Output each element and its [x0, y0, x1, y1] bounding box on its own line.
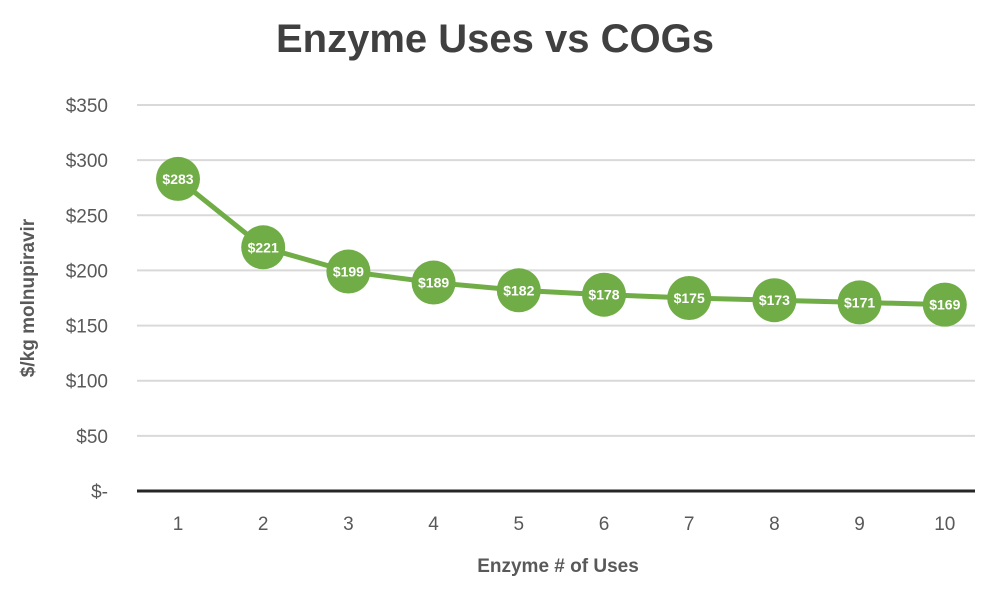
data-label: $175 — [674, 290, 705, 306]
data-point-marker — [326, 249, 371, 294]
data-label: $178 — [588, 287, 619, 303]
x-tick-label: 7 — [684, 514, 695, 535]
data-label: $171 — [844, 294, 875, 310]
y-axis-ticks: $- $50 $100 $150 $200 $250 $300 $350 — [66, 96, 108, 503]
series-layer: $283 $221 $199 $189 $182 $178 $175 $173 $171 $169 — [156, 156, 967, 327]
data-label: $173 — [759, 292, 790, 308]
data-label: $182 — [503, 282, 534, 298]
data-point-marker — [922, 282, 967, 327]
chart-title: Enzyme Uses vs COGs — [276, 17, 714, 61]
x-tick-label: 9 — [854, 514, 865, 535]
y-tick-label: $350 — [66, 96, 108, 117]
x-axis-title: Enzyme # of Uses — [477, 556, 639, 577]
data-label: $199 — [333, 264, 364, 280]
y-tick-label: $200 — [66, 261, 108, 282]
y-tick-label: $150 — [66, 317, 108, 338]
data-label: $189 — [418, 275, 449, 291]
data-label: $169 — [929, 297, 960, 313]
data-point-marker — [837, 280, 882, 325]
y-tick-label: $50 — [76, 427, 108, 448]
y-axis-title: $/kg molnupiravir — [18, 218, 39, 377]
data-point-marker — [496, 268, 541, 313]
x-tick-label: 1 — [173, 514, 184, 535]
data-label: $221 — [248, 239, 279, 255]
data-point-marker — [411, 260, 456, 305]
series-line — [175, 176, 948, 308]
data-point-marker — [752, 278, 797, 323]
gridlines — [137, 104, 975, 437]
data-point-marker — [582, 272, 626, 317]
y-tick-label: $300 — [66, 151, 108, 172]
data-point-marker — [667, 276, 712, 320]
x-tick-label: 3 — [343, 514, 354, 535]
data-point-marker — [241, 225, 286, 270]
x-tick-label: 6 — [599, 514, 610, 535]
x-axis-ticks: 1 2 3 4 5 6 7 8 9 10 — [173, 514, 956, 535]
x-tick-label: 5 — [514, 514, 525, 535]
x-tick-label: 8 — [769, 514, 780, 535]
x-tick-label: 4 — [428, 514, 439, 535]
x-tick-label: 2 — [258, 514, 269, 535]
y-tick-label: $250 — [66, 206, 108, 227]
y-tick-label: $- — [91, 482, 108, 503]
data-point-marker — [156, 156, 200, 201]
y-tick-label: $100 — [66, 372, 108, 393]
data-label: $283 — [162, 171, 193, 187]
x-tick-label: 10 — [934, 514, 955, 535]
